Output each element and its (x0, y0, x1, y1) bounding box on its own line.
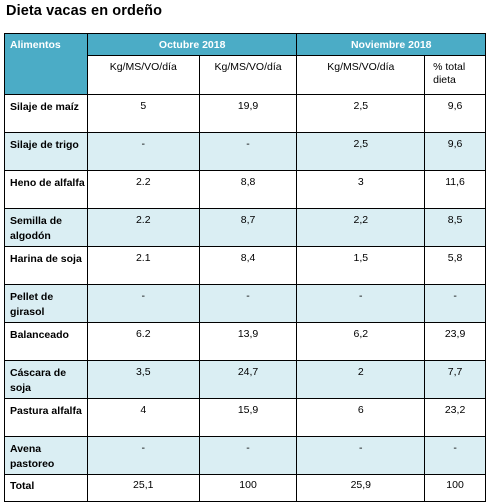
table-body: Silaje de maíz 5 19,9 2,5 9,6 Silaje de trigo… (4, 94, 486, 502)
row-label: Total (4, 474, 88, 502)
table-cell: - (198, 132, 298, 171)
row-label: Balanceado (4, 322, 88, 361)
header-noviembre-2018: Noviembre 2018 (296, 33, 486, 56)
page-title: Dieta vacas en ordeño (6, 3, 163, 19)
row-label: Silaje de maíz (4, 94, 88, 133)
table-row: Pellet de girasol - - - - (4, 284, 486, 323)
table-cell: - (86, 132, 200, 171)
table-cell: 8,4 (198, 246, 298, 285)
table-cell: 100 (198, 474, 298, 502)
table-cell: - (86, 284, 200, 323)
table-cell: - (424, 436, 486, 475)
table-cell: 23,9 (424, 322, 486, 361)
table-cell: 9,6 (424, 94, 486, 133)
table-cell: 5 (86, 94, 200, 133)
table-row: Harina de soja 2.1 8,4 1,5 5,8 (4, 246, 486, 285)
table-row: Semilla de algodón 2.2 8,7 2,2 8,5 (4, 208, 486, 247)
table-cell: 19,9 (198, 94, 298, 133)
table-row: Balanceado 6.2 13,9 6,2 23,9 (4, 322, 486, 361)
table-cell: - (296, 284, 426, 323)
table-cell: 15,9 (198, 398, 298, 437)
table-row: Avena pastoreo - - - - (4, 436, 486, 475)
table-cell: - (198, 436, 298, 475)
table-cell: 2 (296, 360, 426, 399)
subheader-oct-kg-1: Kg/MS/VO/día (86, 55, 200, 95)
table-cell: - (198, 284, 298, 323)
table-cell: 25,9 (296, 474, 426, 502)
header-octubre-2018: Octubre 2018 (86, 33, 298, 56)
table-cell: 7,7 (424, 360, 486, 399)
table-cell: 2.1 (86, 246, 200, 285)
table-cell: - (424, 284, 486, 323)
row-label: Heno de alfalfa (4, 170, 88, 209)
table-cell: - (86, 436, 200, 475)
subheader-oct-kg-2: Kg/MS/VO/día (198, 55, 298, 95)
row-label: Silaje de trigo (4, 132, 88, 171)
table-row: Heno de alfalfa 2.2 8,8 3 11,6 (4, 170, 486, 209)
table-cell: 2.2 (86, 208, 200, 247)
table-cell: 6 (296, 398, 426, 437)
table-row: Silaje de maíz 5 19,9 2,5 9,6 (4, 94, 486, 133)
table-cell: 6.2 (86, 322, 200, 361)
row-label: Pastura alfalfa (4, 398, 88, 437)
table-cell: 8,5 (424, 208, 486, 247)
table-cell: 9,6 (424, 132, 486, 171)
table-cell: 3,5 (86, 360, 200, 399)
table-cell: 11,6 (424, 170, 486, 209)
row-label: Harina de soja (4, 246, 88, 285)
table-row: Pastura alfalfa 4 15,9 6 23,2 (4, 398, 486, 437)
table-cell: - (296, 436, 426, 475)
table-cell: 3 (296, 170, 426, 209)
table-cell: 23,2 (424, 398, 486, 437)
table-cell: 100 (424, 474, 486, 502)
table-cell: 2,2 (296, 208, 426, 247)
table-row: Silaje de trigo - -2,5 9,6 (4, 132, 486, 171)
table-cell: 25,1 (86, 474, 200, 502)
table-cell: 24,7 (198, 360, 298, 399)
row-label: Pellet de girasol (4, 284, 88, 323)
table-cell: 2,5 (296, 132, 426, 171)
table-cell: 2,5 (296, 94, 426, 133)
table-cell: 5,8 (424, 246, 486, 285)
diet-table: Alimentos Octubre 2018 Noviembre 2018 Kg… (4, 33, 486, 502)
row-label: Semilla de algodón (4, 208, 88, 247)
table-row: Cáscara de soja 3,5 24,7 2 7,7 (4, 360, 486, 399)
table-cell: 2.2 (86, 170, 200, 209)
header-alimentos: Alimentos (4, 33, 88, 95)
subheader-nov-percent: % total dieta (424, 55, 486, 95)
row-label: Cáscara de soja (4, 360, 88, 399)
table-cell: 8,8 (198, 170, 298, 209)
table-row: Total 25,1 100 25,9 100 (4, 474, 486, 502)
subheader-nov-kg: Kg/MS/VO/día (296, 55, 426, 95)
table-cell: 13,9 (198, 322, 298, 361)
table-cell: 6,2 (296, 322, 426, 361)
table-cell: 1,5 (296, 246, 426, 285)
table-cell: 4 (86, 398, 200, 437)
table-cell: 8,7 (198, 208, 298, 247)
row-label: Avena pastoreo (4, 436, 88, 475)
